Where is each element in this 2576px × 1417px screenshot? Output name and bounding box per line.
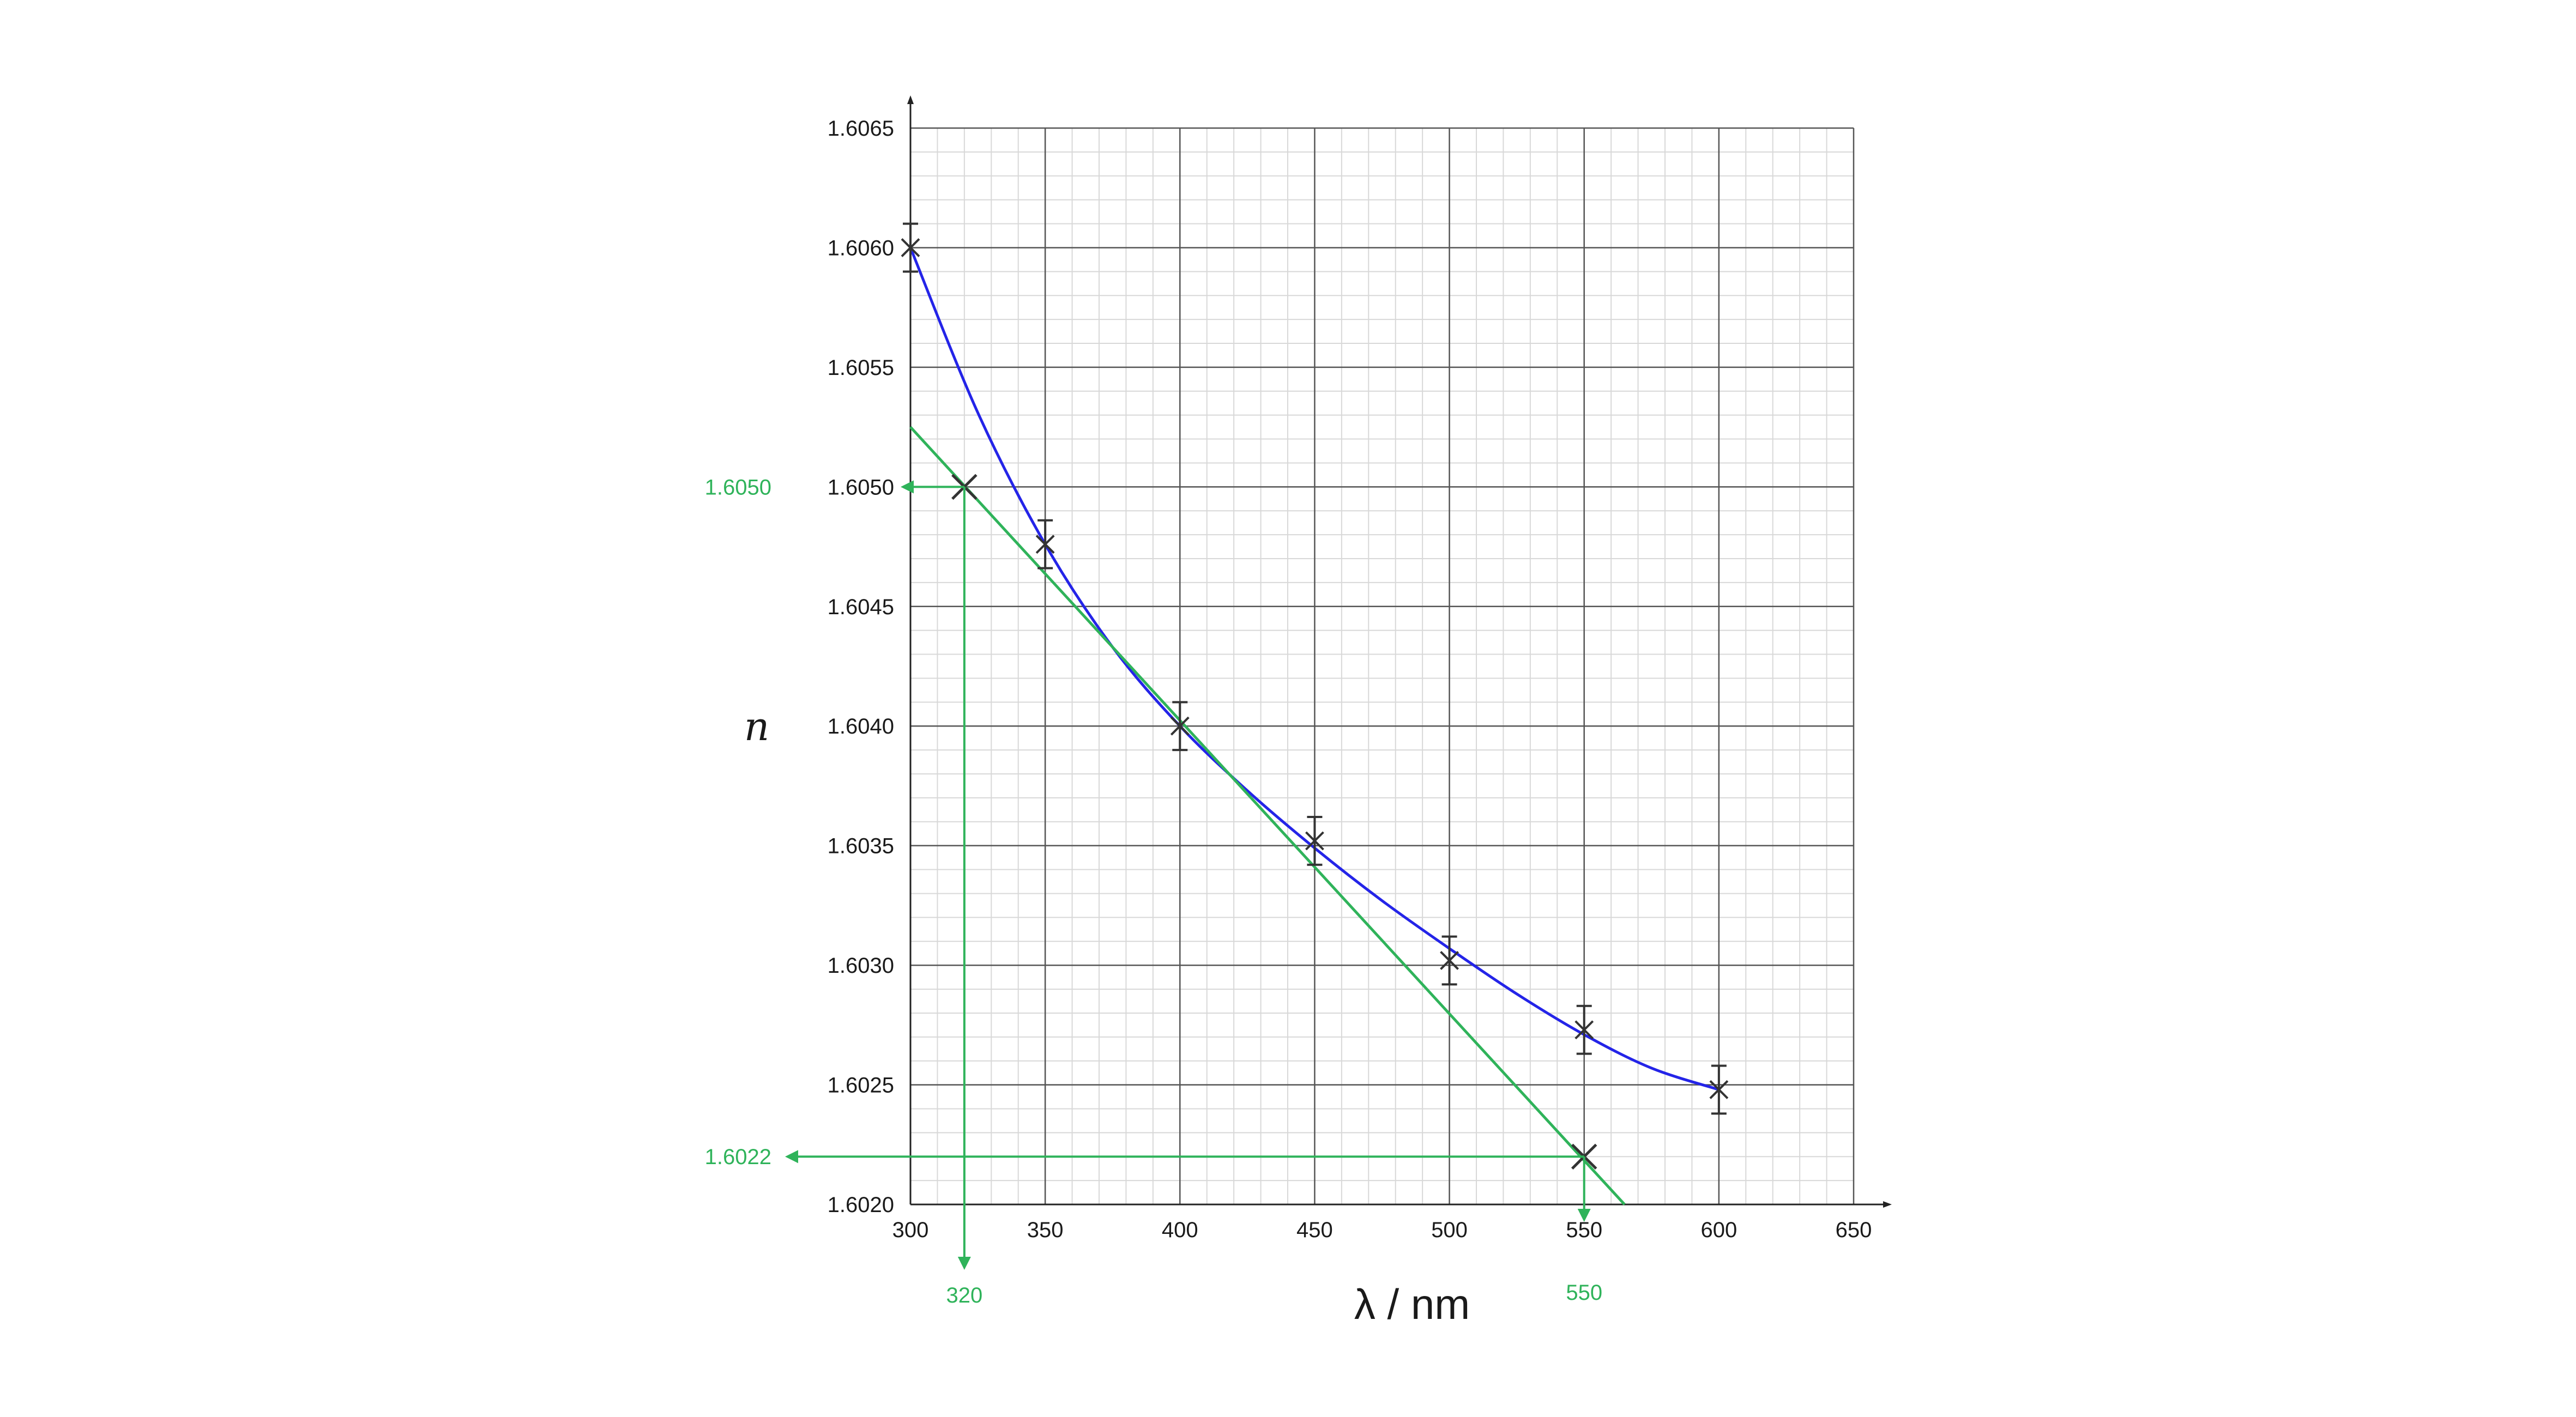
x-tick-label: 450 [1296,1218,1333,1242]
y-tick-label: 1.6020 [828,1193,894,1217]
major-gridlines [909,127,1855,1206]
y-tick-label: 1.6055 [828,356,894,380]
y-tick-label: 1.6035 [828,834,894,858]
data-point-marker [1709,1080,1729,1099]
annotations: 1.6050 1.6022 320 550 [705,475,1602,1307]
fit-curve-group [909,247,1720,1091]
tangent-line [909,426,1626,1206]
right-guide-arrow-head [1577,1209,1591,1222]
x-tick-label: 500 [1431,1218,1468,1242]
y-tick-label: 1.6050 [828,475,894,499]
data-point-marker [1035,535,1055,554]
axis-labels: n λ / nm [744,704,1470,1328]
lower-guide-arrow-head [785,1150,798,1164]
x-read-label-left: 320 [946,1283,982,1307]
x-tick-label: 600 [1700,1218,1737,1242]
y-tick-label: 1.6065 [828,117,894,141]
x-axis-label: λ / nm [1354,1280,1470,1328]
tangent-point-marker [951,474,978,500]
y-tick-label: 1.6045 [828,595,894,619]
data-point-marker [1305,831,1324,851]
y-tick-label: 1.6040 [828,714,894,738]
x-tick-label: 400 [1162,1218,1198,1242]
data-point-marker [901,238,920,257]
x-tick-label: 550 [1566,1218,1602,1242]
upper-guide-arrow-head [901,480,914,494]
x-tick-label: 350 [1027,1218,1064,1242]
left-guide-arrow-head [957,1257,971,1270]
x-axis-arrow [1883,1201,1892,1208]
x-tick-label: 650 [1836,1218,1872,1242]
y-tick-label: 1.6030 [828,954,894,978]
tick-labels: 300 350 400 450 500 550 600 650 1.6020 1.6025 1.60… [828,117,1872,1242]
x-tick-label: 300 [892,1218,929,1242]
y-tick-label: 1.6060 [828,236,894,260]
data-points [901,222,1729,1115]
y-axis-arrow [907,95,914,104]
y-read-label-upper: 1.6050 [705,475,771,499]
y-tick-label: 1.6025 [828,1074,894,1098]
fit-curve [909,247,1720,1091]
y-read-label-lower: 1.6022 [705,1145,771,1169]
x-read-label-right: 550 [1566,1281,1602,1305]
data-point-marker [1574,1020,1594,1040]
axes [907,95,1892,1208]
y-axis-label: n [744,704,769,749]
data-point-marker [1440,950,1459,970]
tangent-group [909,426,1626,1206]
data-point-marker [1170,716,1190,736]
minor-gridlines [910,128,1854,1205]
